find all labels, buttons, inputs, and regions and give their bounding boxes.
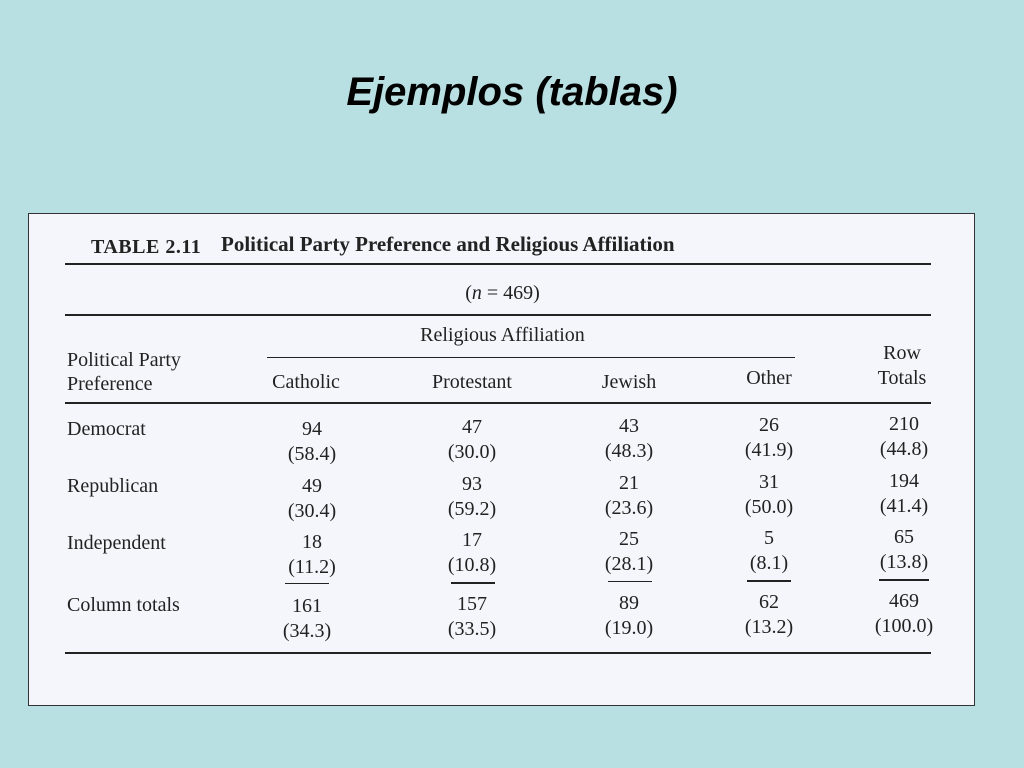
- col-header-other: Other: [746, 367, 792, 389]
- row-header-line2: Preference: [67, 373, 153, 395]
- total-underline: [608, 581, 652, 582]
- cell: 26 (41.9): [744, 414, 794, 461]
- table-caption: Political Party Preference and Religious…: [221, 232, 675, 256]
- cell: 94 (58.4): [287, 418, 337, 465]
- cell: 65 (13.8): [879, 526, 929, 573]
- cell: 49 (30.4): [287, 475, 337, 522]
- n-symbol: n: [471, 282, 482, 304]
- group-underline: [267, 357, 795, 358]
- cell: 194 (41.4): [879, 470, 929, 517]
- total-underline: [285, 583, 329, 584]
- row-totals-header-line2: Totals: [877, 367, 927, 389]
- slide-title: Ejemplos (tablas): [346, 70, 678, 114]
- total-underline: [451, 582, 495, 584]
- cell: 21 (23.6): [604, 472, 654, 519]
- body-rule: [65, 402, 931, 404]
- table-label: TABLE 2.11: [91, 236, 202, 258]
- col-header-protestant: Protestant: [432, 371, 512, 393]
- cell: 18 (11.2): [288, 531, 336, 578]
- col-header-jewish: Jewish: [601, 371, 657, 393]
- row-label-column-totals: Column totals: [67, 594, 180, 616]
- row-totals-header-line1: Row: [883, 342, 921, 364]
- row-label-democrat: Democrat: [67, 418, 146, 440]
- cell: 47 (30.0): [447, 416, 497, 463]
- cell: 469 (100.0): [874, 590, 934, 637]
- cell: 210 (44.8): [879, 413, 929, 460]
- row-label-independent: Independent: [67, 532, 166, 554]
- header-rule: [65, 314, 931, 316]
- top-rule: [65, 263, 931, 265]
- cell: 5 (8.1): [749, 527, 789, 574]
- cell: 161 (34.3): [282, 595, 332, 642]
- cell: 25 (28.1): [604, 528, 654, 575]
- cell: 43 (48.3): [604, 415, 654, 462]
- total-underline: [879, 579, 929, 581]
- group-header: Religious Affiliation: [420, 324, 585, 346]
- cell: 62 (13.2): [744, 591, 794, 638]
- cell: 89 (19.0): [604, 592, 654, 639]
- cell: 157 (33.5): [447, 593, 497, 640]
- col-header-catholic: Catholic: [272, 371, 340, 393]
- cell: 93 (59.2): [447, 473, 497, 520]
- total-underline: [747, 580, 791, 582]
- cell: 17 (10.8): [447, 529, 497, 576]
- sample-size: (n = 469): [465, 282, 540, 304]
- row-header-line1: Political Party: [67, 349, 181, 371]
- cell: 31 (50.0): [744, 471, 794, 518]
- row-label-republican: Republican: [67, 475, 159, 497]
- scanned-table-image: TABLE 2.11 Political Party Preference an…: [28, 213, 975, 706]
- bottom-rule: [65, 652, 931, 654]
